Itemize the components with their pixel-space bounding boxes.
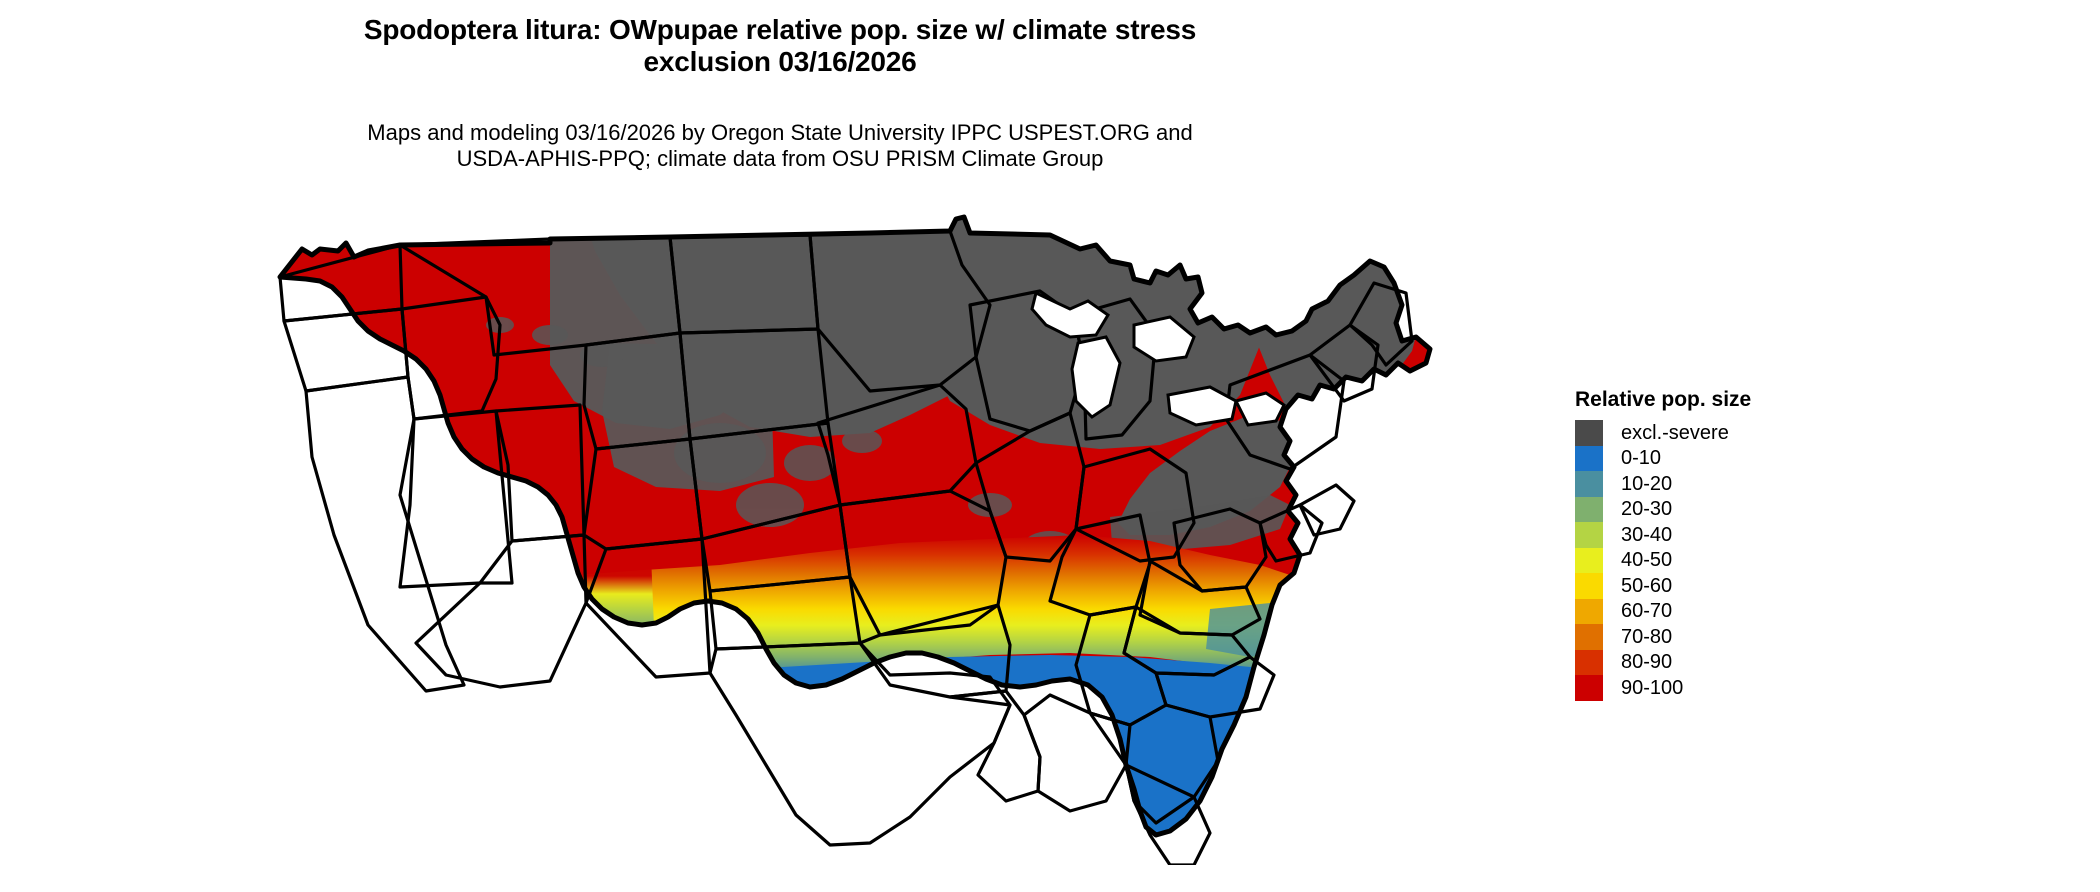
legend-swatch (1575, 547, 1603, 573)
legend-swatch (1575, 598, 1603, 624)
great-lakes (1030, 290, 1286, 427)
legend-entry: 80-90 (1575, 649, 1905, 675)
figure-subtitle: Maps and modeling 03/16/2026 by Oregon S… (0, 120, 1560, 172)
legend-entry: 60-70 (1575, 598, 1905, 624)
legend-label: 80-90 (1621, 651, 1673, 674)
title-line-2: exclusion 03/16/2026 (643, 46, 917, 78)
legend-entry: 70-80 (1575, 624, 1905, 650)
legend-entry: 0-10 (1575, 445, 1905, 471)
legend-title: Relative pop. size (1575, 388, 1752, 411)
legend-swatch (1575, 624, 1603, 650)
legend-label: 60-70 (1621, 600, 1673, 623)
legend-swatch (1575, 420, 1603, 446)
national-boundary (277, 214, 1433, 838)
legend-swatch (1575, 675, 1603, 701)
map-legend: Relative pop. size excl.-severe 0-10 10-20… (1575, 388, 1905, 701)
figure-title: Spodoptera litura: OWpupae relative pop.… (0, 14, 1560, 79)
region-class-10-20-carolina (1206, 603, 1298, 657)
legend-swatch (1575, 522, 1603, 548)
map-svg (277, 214, 1433, 865)
region-class-0-10-sonoran (410, 611, 550, 683)
legend-label: 0-10 (1621, 447, 1662, 470)
legend-swatch (1575, 445, 1603, 471)
region-class-excl-severe-ny-pa (1110, 495, 1290, 551)
legend-entry: 10-20 (1575, 471, 1905, 497)
us-choropleth-map (250, 205, 1540, 865)
legend-label: 30-40 (1621, 523, 1673, 546)
legend-label: 20-30 (1621, 498, 1673, 521)
legend-label: 50-60 (1621, 574, 1673, 597)
legend-label: 10-20 (1621, 472, 1673, 495)
legend-entry: 50-60 (1575, 573, 1905, 599)
legend-entry: 90-100 (1575, 675, 1905, 701)
legend-entry: 40-50 (1575, 547, 1905, 573)
legend-label: excl.-severe (1621, 421, 1729, 444)
subtitle-line-1: Maps and modeling 03/16/2026 by Oregon S… (367, 120, 1193, 145)
legend-label: 70-80 (1621, 625, 1673, 648)
region-class-california-gradient (310, 417, 464, 705)
legend-entry: excl.-severe (1575, 420, 1905, 446)
title-line-1: Spodoptera litura: OWpupae relative pop.… (363, 14, 1197, 45)
subtitle-line-2: USDA-APHIS-PPQ; climate data from OSU PR… (456, 145, 1104, 171)
region-class-excl-severe-northeast (1118, 245, 1422, 535)
legend-rows: excl.-severe 0-10 10-20 20-30 30-40 40-50 50-6… (1575, 420, 1905, 701)
legend-entry: 20-30 (1575, 496, 1905, 522)
region-class-0-10-gulf (550, 655, 1310, 835)
legend-label: 40-50 (1621, 549, 1673, 572)
legend-swatch (1575, 496, 1603, 522)
region-class-central-valley (336, 449, 430, 673)
legend-swatch (1575, 471, 1603, 497)
legend-label: 90-100 (1621, 676, 1684, 699)
legend-swatch (1575, 649, 1603, 675)
legend-entry: 30-40 (1575, 522, 1905, 548)
legend-swatch (1575, 573, 1603, 599)
